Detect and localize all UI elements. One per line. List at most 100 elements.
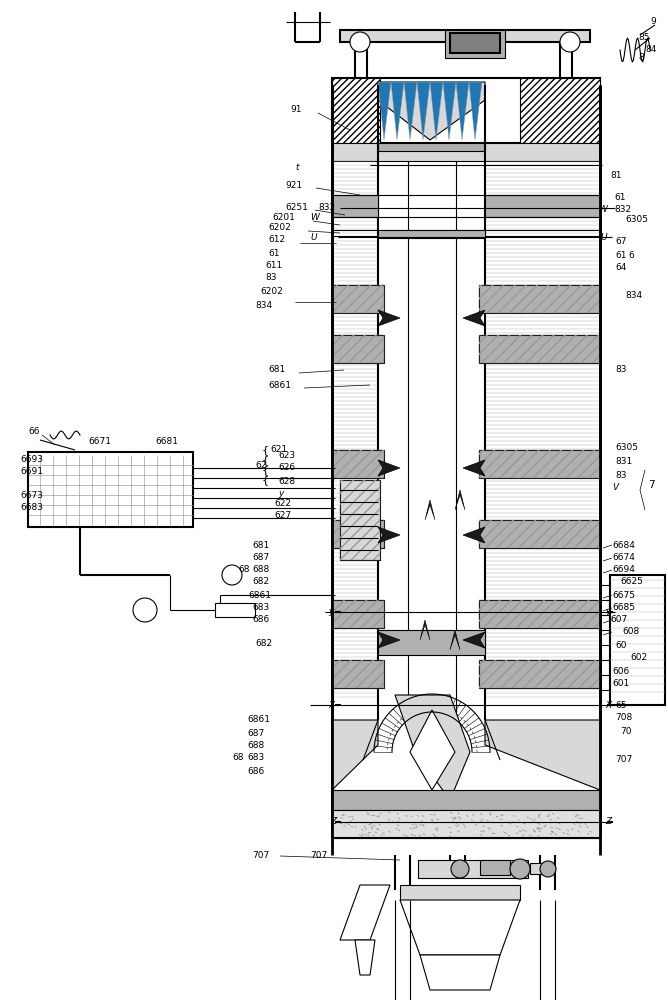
Text: 6625: 6625: [620, 578, 643, 586]
Text: U: U: [310, 232, 317, 241]
Bar: [479, 450, 600, 478]
Bar: [332, 810, 600, 838]
Polygon shape: [391, 82, 404, 140]
Bar: [378, 143, 485, 151]
Bar: [332, 520, 384, 548]
Polygon shape: [340, 885, 390, 940]
Polygon shape: [463, 632, 485, 648]
Text: 681: 681: [268, 365, 285, 374]
Polygon shape: [420, 955, 500, 990]
Text: V: V: [612, 484, 618, 492]
Bar: [332, 520, 384, 548]
Bar: [479, 285, 600, 313]
Bar: [479, 335, 600, 363]
Bar: [445, 30, 505, 58]
Text: 682: 682: [255, 639, 272, 648]
Text: U: U: [600, 232, 607, 241]
Text: W: W: [598, 206, 607, 215]
Text: 61: 61: [614, 192, 625, 202]
Text: 6861: 6861: [248, 590, 271, 599]
Text: 6305: 6305: [625, 216, 648, 225]
Text: 628: 628: [278, 477, 295, 486]
Text: 6674: 6674: [612, 554, 635, 562]
Bar: [340, 480, 380, 560]
Polygon shape: [378, 632, 400, 648]
Text: Z: Z: [330, 818, 336, 826]
Text: 84: 84: [645, 45, 657, 54]
Text: y: y: [278, 489, 283, 498]
Text: 708: 708: [615, 714, 632, 722]
Polygon shape: [378, 310, 400, 326]
Text: 83: 83: [615, 365, 627, 374]
Text: X: X: [605, 700, 611, 710]
Text: 85: 85: [638, 33, 649, 42]
Polygon shape: [355, 940, 375, 975]
Polygon shape: [410, 710, 455, 790]
Polygon shape: [455, 490, 465, 510]
Text: 66: 66: [28, 428, 39, 436]
Bar: [479, 285, 600, 313]
Polygon shape: [485, 720, 600, 790]
Text: 832: 832: [614, 206, 631, 215]
Bar: [332, 335, 384, 363]
Text: 68: 68: [232, 754, 244, 762]
Bar: [479, 335, 600, 363]
Text: 606: 606: [612, 666, 629, 676]
Text: {: {: [262, 475, 269, 485]
Bar: [332, 195, 378, 217]
Text: 8: 8: [638, 53, 644, 62]
Bar: [485, 195, 600, 217]
Text: 832: 832: [318, 202, 335, 212]
Text: y: y: [328, 607, 333, 616]
Polygon shape: [378, 460, 400, 476]
Text: 6685: 6685: [612, 603, 635, 612]
Bar: [479, 520, 600, 548]
Polygon shape: [378, 82, 485, 140]
Bar: [332, 600, 384, 628]
Bar: [332, 335, 384, 363]
Text: 621: 621: [270, 446, 287, 454]
Text: 686: 686: [247, 766, 265, 776]
Text: 601: 601: [612, 680, 629, 688]
Bar: [479, 660, 600, 688]
Bar: [610, 575, 665, 705]
Polygon shape: [395, 695, 470, 800]
Polygon shape: [463, 310, 485, 326]
Text: 686: 686: [252, 615, 269, 624]
Text: 83: 83: [615, 471, 627, 480]
Bar: [520, 78, 600, 143]
Text: 834: 834: [255, 302, 272, 310]
Text: 6673: 6673: [20, 490, 43, 499]
Text: 6202: 6202: [268, 224, 291, 232]
Polygon shape: [404, 82, 417, 140]
Bar: [479, 450, 600, 478]
Text: 834: 834: [625, 290, 642, 300]
Text: 831: 831: [615, 458, 632, 466]
Text: 61: 61: [615, 250, 627, 259]
Text: 65: 65: [615, 700, 627, 710]
Polygon shape: [417, 82, 430, 140]
Polygon shape: [332, 720, 378, 790]
Circle shape: [540, 861, 556, 877]
Text: 6694: 6694: [612, 566, 635, 574]
Text: 81: 81: [610, 170, 621, 180]
Bar: [332, 450, 384, 478]
Text: 688: 688: [247, 742, 265, 750]
Text: 602: 602: [630, 654, 647, 662]
Text: 6251: 6251: [285, 202, 308, 212]
Bar: [378, 230, 485, 238]
Text: 622: 622: [274, 499, 291, 508]
Bar: [332, 660, 384, 688]
Text: 67: 67: [615, 237, 627, 246]
Text: X: X: [328, 700, 334, 710]
Text: 707: 707: [252, 852, 269, 860]
Bar: [28, 452, 193, 527]
Text: {: {: [262, 465, 269, 475]
Bar: [530, 863, 545, 874]
Text: t: t: [295, 163, 299, 172]
Text: Z: Z: [605, 818, 611, 826]
Text: W: W: [310, 214, 319, 223]
Text: 626: 626: [278, 464, 295, 473]
Polygon shape: [456, 82, 469, 140]
Circle shape: [560, 32, 580, 52]
